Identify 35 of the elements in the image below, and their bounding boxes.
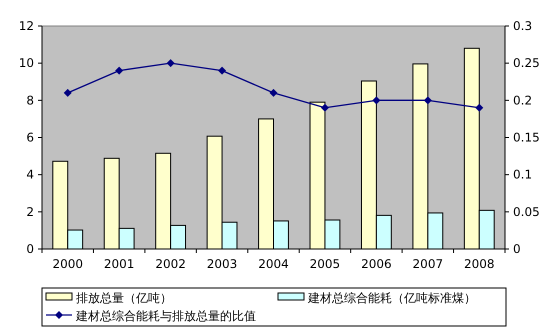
y-tick-label: 4 bbox=[26, 168, 34, 182]
point bbox=[218, 66, 226, 75]
y-tick-label: 12 bbox=[18, 19, 34, 33]
x-tick-label: 2005 bbox=[310, 257, 340, 271]
y-tick-label: 10 bbox=[18, 56, 34, 70]
y2-tick-label: 0.15 bbox=[513, 130, 540, 144]
x-tick-label: 2000 bbox=[52, 257, 83, 271]
x-tick-label: 2002 bbox=[155, 257, 186, 271]
x-tick-label: 2008 bbox=[464, 257, 495, 271]
y-tick-label: 8 bbox=[26, 93, 34, 108]
y-tick-label: 2 bbox=[26, 204, 34, 219]
y2-tick-label: 0.25 bbox=[513, 56, 540, 70]
legend-label: 排放总量（亿吨） bbox=[76, 291, 172, 305]
x-tick-label: 2001 bbox=[104, 257, 134, 271]
point bbox=[372, 96, 380, 104]
y2-tick-label: 0 bbox=[513, 242, 521, 256]
x-tick-label: 2004 bbox=[258, 257, 289, 271]
x-tick-label: 2003 bbox=[206, 257, 238, 271]
point bbox=[64, 88, 72, 97]
y2-tick-label: 0.1 bbox=[513, 168, 532, 182]
point bbox=[270, 88, 278, 97]
y2-tick-label: 0.05 bbox=[513, 204, 540, 219]
y2-tick-label: 0.2 bbox=[513, 93, 532, 108]
point bbox=[115, 66, 124, 75]
x-tick-label: 2006 bbox=[361, 257, 392, 271]
legend-label: 建材总综合能耗（亿吨标准煤） bbox=[307, 291, 476, 305]
y-tick-label: 0 bbox=[26, 242, 34, 256]
point bbox=[166, 59, 175, 68]
point bbox=[320, 104, 329, 112]
point bbox=[475, 104, 484, 112]
point bbox=[424, 96, 432, 104]
y-tick-label: 6 bbox=[26, 130, 34, 144]
legend-label: 建材总综合能耗与排放总量的比值 bbox=[75, 309, 256, 323]
y2-tick-label: 0.3 bbox=[513, 19, 532, 33]
x-tick-label: 2007 bbox=[412, 257, 444, 271]
